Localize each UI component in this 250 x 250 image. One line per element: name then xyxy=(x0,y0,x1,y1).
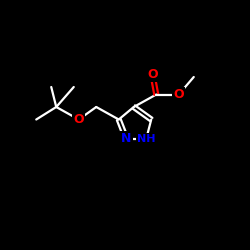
Text: NH: NH xyxy=(137,134,156,144)
Text: O: O xyxy=(74,113,84,126)
Text: O: O xyxy=(174,88,184,101)
Text: N: N xyxy=(121,132,132,145)
Text: O: O xyxy=(147,68,158,81)
